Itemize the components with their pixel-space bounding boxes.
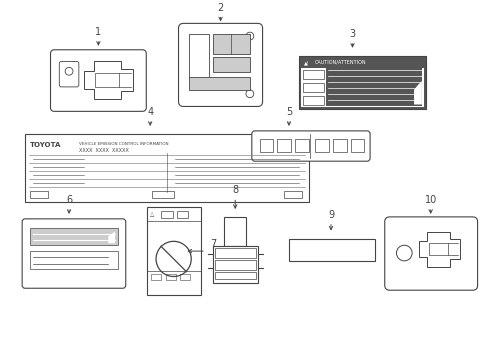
Bar [224, 217, 245, 246]
Bar [298, 56, 425, 109]
Bar [147, 207, 201, 295]
Text: 5: 5 [285, 107, 291, 117]
Bar [288, 239, 374, 261]
Text: XXXX  XXXX  XXXXX: XXXX XXXX XXXXX [79, 148, 128, 153]
Bar [212, 34, 249, 54]
Bar [176, 211, 188, 218]
Bar [300, 58, 423, 68]
Polygon shape [108, 253, 115, 267]
FancyBboxPatch shape [50, 50, 146, 111]
Text: 9: 9 [327, 210, 333, 220]
Text: 3: 3 [349, 29, 355, 39]
Bar [302, 96, 324, 104]
Bar [302, 83, 324, 92]
Text: 4: 4 [147, 107, 153, 117]
Bar [214, 260, 255, 270]
Bar [25, 134, 308, 202]
Bar [428, 243, 447, 255]
Bar [350, 139, 364, 152]
FancyBboxPatch shape [59, 62, 79, 87]
Polygon shape [108, 231, 115, 243]
Bar [302, 70, 324, 79]
Bar [212, 57, 249, 72]
Bar [277, 139, 290, 152]
Text: ▲!: ▲! [303, 60, 309, 65]
FancyBboxPatch shape [384, 217, 477, 290]
FancyBboxPatch shape [251, 131, 369, 161]
Text: 1: 1 [95, 27, 101, 37]
Bar [161, 211, 172, 218]
Text: TOYOTA: TOYOTA [30, 141, 61, 148]
Bar [325, 68, 421, 107]
FancyBboxPatch shape [178, 23, 262, 107]
Bar [30, 228, 118, 245]
Bar [315, 139, 328, 152]
Bar [151, 274, 161, 280]
Bar [294, 139, 308, 152]
Bar [30, 190, 47, 198]
Bar [152, 190, 173, 198]
FancyBboxPatch shape [22, 219, 125, 288]
Text: 6: 6 [66, 195, 72, 205]
Bar [300, 58, 423, 107]
Bar [332, 139, 346, 152]
Text: 8: 8 [232, 185, 238, 195]
Bar [189, 34, 208, 78]
Bar [165, 274, 175, 280]
Text: CAUTION/ATTENTION: CAUTION/ATTENTION [314, 60, 365, 65]
Bar [214, 272, 255, 279]
Bar [30, 251, 118, 269]
Text: △: △ [150, 211, 154, 216]
Text: 7: 7 [209, 239, 216, 249]
Bar [259, 139, 273, 152]
Text: 10: 10 [424, 195, 436, 205]
Bar [180, 274, 190, 280]
Bar [189, 77, 249, 90]
Text: 2: 2 [217, 3, 223, 13]
Bar [284, 190, 301, 198]
Text: VEHICLE EMISSION CONTROL INFORMATION: VEHICLE EMISSION CONTROL INFORMATION [79, 141, 168, 146]
Bar [212, 246, 257, 283]
Polygon shape [413, 81, 421, 104]
Bar [214, 248, 255, 258]
